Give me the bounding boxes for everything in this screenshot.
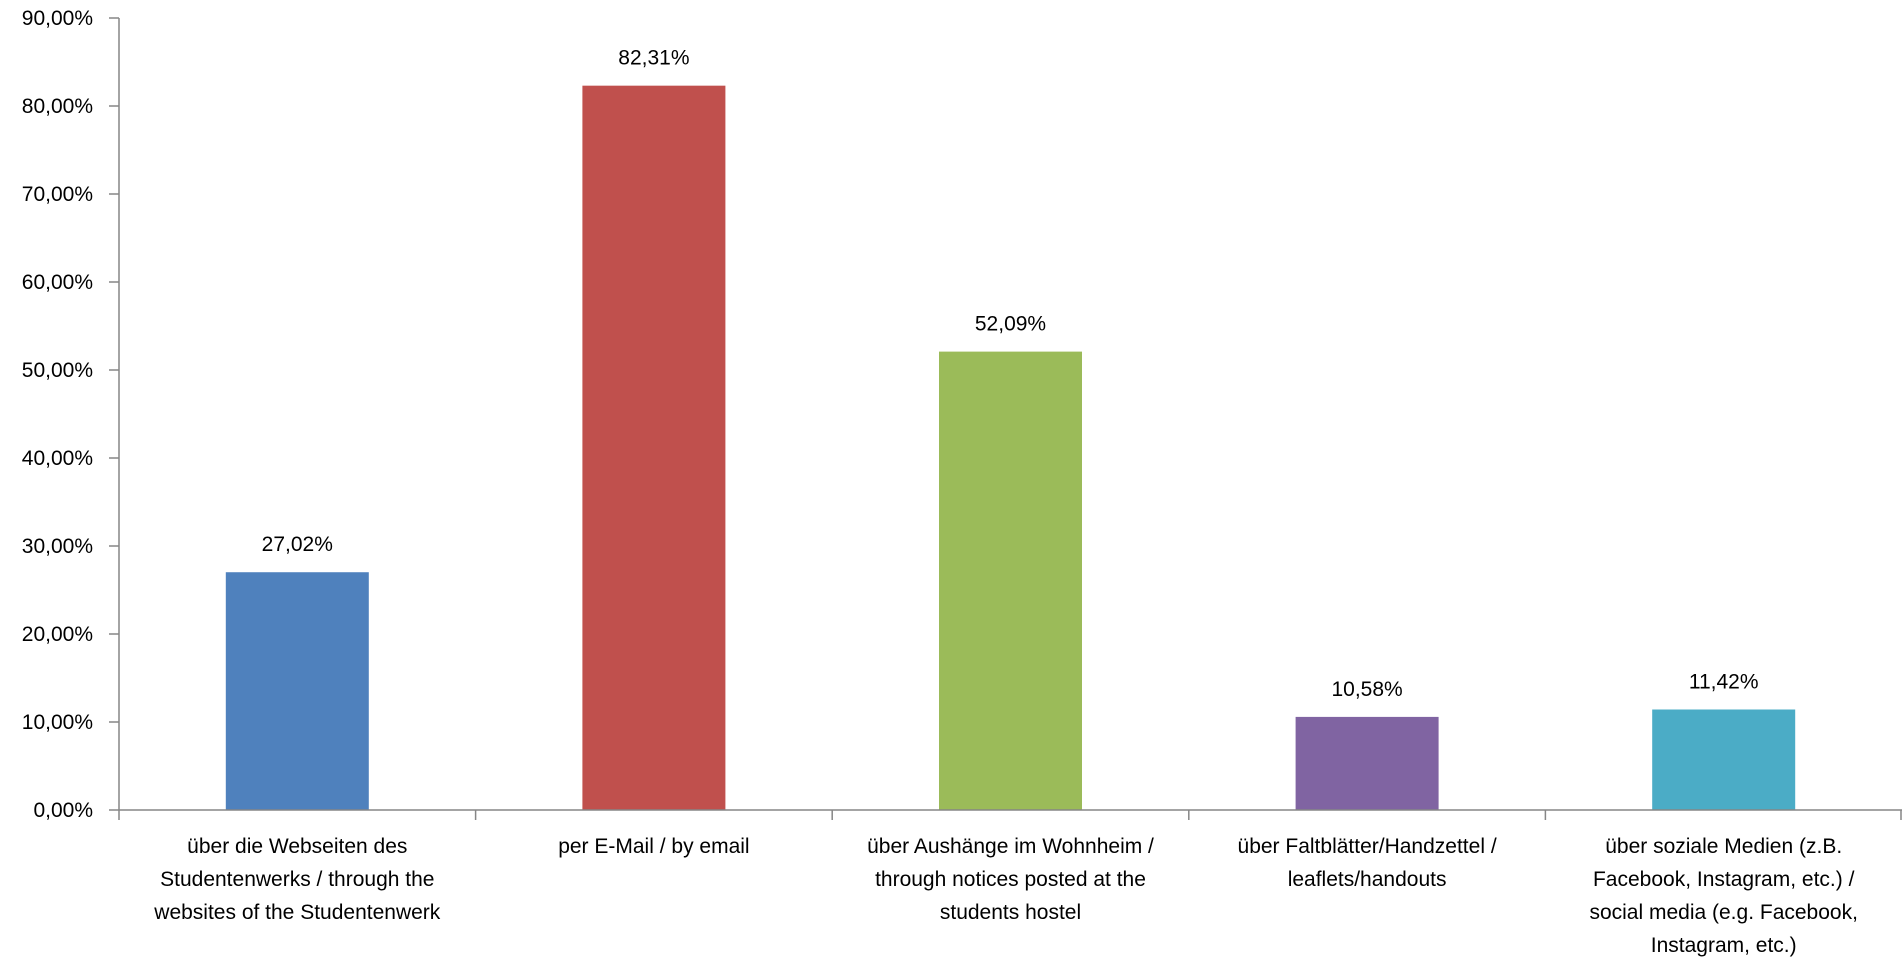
x-category-label-line: Studentenwerks / through the	[160, 868, 434, 891]
y-tick-label: 70,00%	[22, 183, 93, 206]
x-category-label-line: social media (e.g. Facebook,	[1589, 901, 1857, 924]
y-tick-label: 80,00%	[22, 95, 93, 118]
x-category-label-line: über Faltblätter/Handzettel /	[1238, 835, 1497, 858]
bar	[1652, 709, 1796, 810]
x-category-label-line: Facebook, Instagram, etc.) /	[1593, 868, 1855, 891]
x-category-label: über die Webseiten des Studentenwerks / t…	[153, 835, 441, 924]
x-category-label-line: students hostel	[940, 901, 1081, 924]
y-tick-label: 40,00%	[22, 447, 93, 470]
x-category-label-line: leaflets/handouts	[1288, 868, 1447, 891]
y-tick-label: 60,00%	[22, 271, 93, 294]
x-category-label-line: websites of the Studentenwerk	[153, 901, 441, 924]
x-category-label-line: über die Webseiten des	[187, 835, 407, 858]
bar	[582, 85, 726, 810]
data-label: 11,42%	[1689, 671, 1759, 694]
y-tick-label: 10,00%	[22, 711, 93, 734]
data-label: 82,31%	[618, 47, 689, 70]
y-tick-label: 50,00%	[22, 359, 93, 382]
data-label: 52,09%	[975, 313, 1046, 336]
x-category-label-line: über Aushänge im Wohnheim /	[867, 835, 1154, 858]
x-category-label: über Aushänge im Wohnheim / through notic…	[867, 835, 1154, 924]
x-category-label-line: über soziale Medien (z.B.	[1605, 835, 1842, 858]
x-category-label: über Faltblätter/Handzettel / leaflets/ha…	[1238, 835, 1497, 891]
x-category-label-line: per E-Mail / by email	[558, 835, 749, 858]
bar	[939, 351, 1082, 810]
y-tick-label: 0,00%	[33, 799, 93, 822]
data-label: 27,02%	[262, 533, 333, 556]
x-category-label: per E-Mail / by email	[558, 835, 749, 858]
x-category-label-line: through notices posted at the	[875, 868, 1146, 891]
y-tick-label: 90,00%	[22, 7, 93, 30]
bar	[1295, 716, 1439, 810]
data-label: 10,58%	[1331, 678, 1402, 701]
y-tick-label: 20,00%	[22, 623, 93, 646]
x-category-label: über soziale Medien (z.B. Facebook, Insta…	[1589, 835, 1857, 957]
y-tick-label: 30,00%	[22, 535, 93, 558]
bar	[225, 572, 369, 810]
x-category-label-line: Instagram, etc.)	[1651, 934, 1797, 957]
